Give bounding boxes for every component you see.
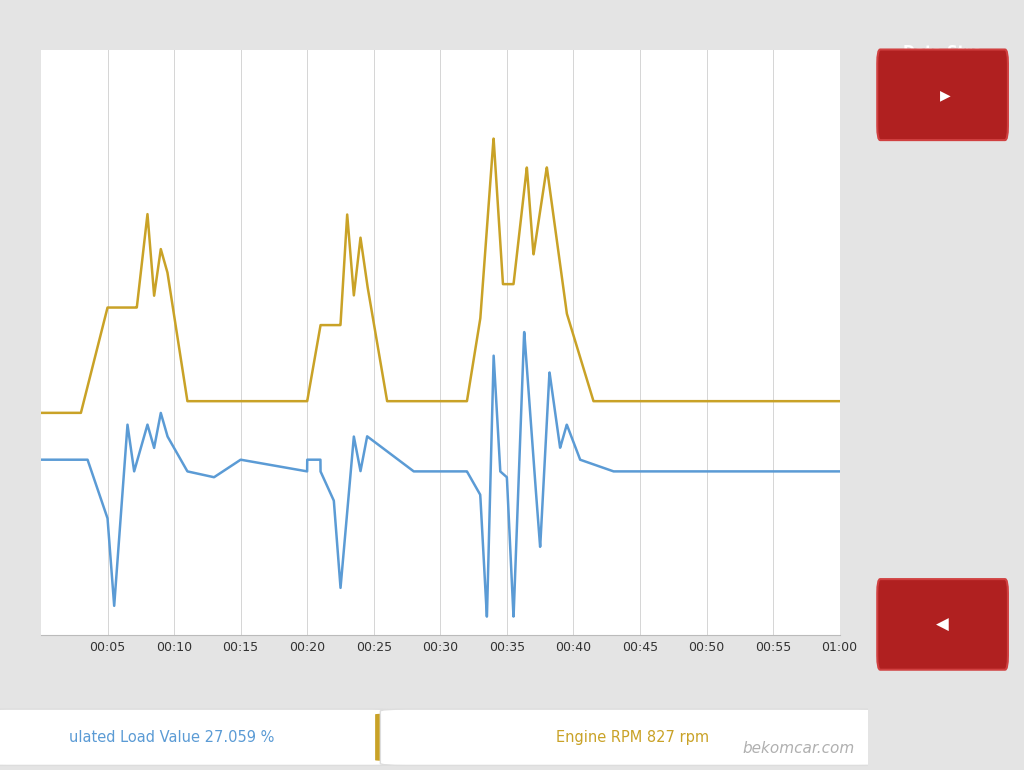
FancyBboxPatch shape — [878, 579, 1008, 670]
FancyBboxPatch shape — [878, 49, 1008, 140]
Text: Data Stre: Data Stre — [903, 45, 982, 61]
FancyBboxPatch shape — [380, 709, 884, 765]
Text: bekomcar.com: bekomcar.com — [742, 742, 855, 756]
Text: ulated Load Value 27.059 %: ulated Load Value 27.059 % — [70, 730, 274, 745]
Text: Engine RPM 827 rpm: Engine RPM 827 rpm — [556, 730, 709, 745]
Text: ◀: ◀ — [936, 615, 949, 634]
FancyBboxPatch shape — [0, 709, 397, 765]
FancyBboxPatch shape — [375, 714, 409, 761]
Text: ▶: ▶ — [940, 88, 951, 102]
